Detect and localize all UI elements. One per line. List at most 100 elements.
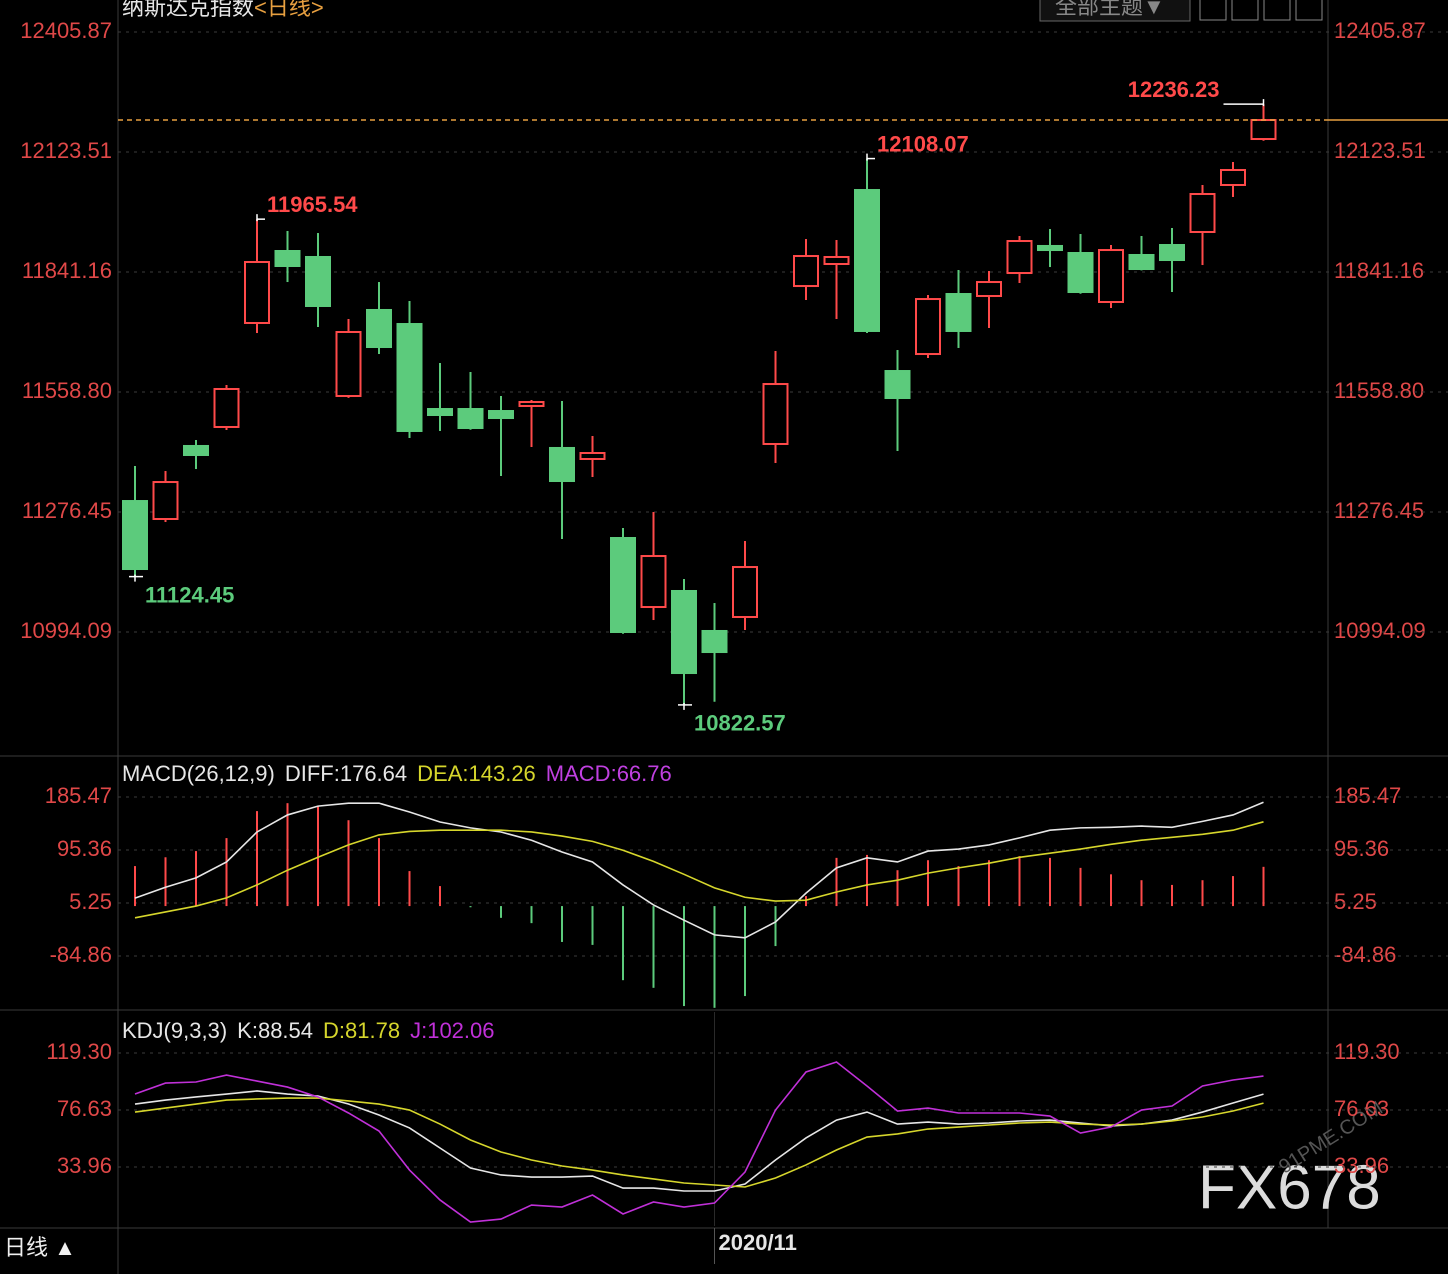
y-tick-label-right: 12123.51 (1334, 138, 1426, 163)
low-label: 11124.45 (145, 582, 234, 607)
candle-body (1189, 193, 1216, 234)
indicator-legend: KDJ(9,3,3) K:88.54 D:81.78 J:102.06 (122, 1018, 495, 1043)
legend-value: 176.64 (340, 761, 407, 786)
candle-body (1159, 244, 1185, 262)
legend-value: 66.76 (617, 761, 672, 786)
candle-body (274, 250, 301, 268)
candle-body (945, 293, 972, 332)
candle-body (1098, 249, 1124, 303)
candle-body (732, 566, 758, 619)
candle-body (122, 500, 148, 571)
y-tick-label: 5.25 (69, 889, 112, 914)
icon[interactable] (1231, 0, 1259, 21)
theme-button-label[interactable]: 全部主题▼ (1055, 0, 1165, 19)
candle-body (915, 298, 941, 356)
candle-body (457, 408, 484, 430)
y-tick-label-right: 119.30 (1334, 1039, 1400, 1064)
candle-body (1128, 253, 1155, 271)
chart-title: 纳斯达克指数<日线> (122, 0, 324, 20)
candle-body (1067, 251, 1094, 294)
icon[interactable] (1295, 0, 1323, 21)
high-label: 11965.54 (267, 192, 358, 217)
candle-body (1220, 168, 1246, 186)
legend-name: D: (323, 1018, 345, 1043)
high-label: 12236.23 (1128, 77, 1220, 102)
candle-body (884, 370, 911, 400)
indicator-line (134, 801, 1264, 939)
legend-name: DEA: (417, 761, 468, 786)
y-tick-label-right: 10994.09 (1334, 618, 1426, 643)
indicator-line (134, 1061, 1264, 1223)
candle-body (640, 555, 667, 609)
legend-value: 143.26 (469, 761, 536, 786)
candle-body (549, 446, 575, 483)
x-tick-label: 2020/11 (719, 1230, 797, 1255)
candle-body (305, 255, 331, 307)
candle-body (854, 189, 880, 332)
legend-value: 81.78 (345, 1018, 400, 1043)
y-tick-label-right: 185.47 (1334, 783, 1401, 808)
candle-body (244, 261, 270, 324)
candle-body (518, 401, 545, 407)
icon[interactable] (1199, 0, 1227, 21)
high-label: 12108.07 (877, 131, 969, 156)
candle-body (976, 281, 1002, 298)
y-tick-label-right: 11841.16 (1334, 258, 1424, 283)
candle-body (762, 383, 789, 445)
candle-body (213, 387, 240, 428)
y-tick-label-right: 95.36 (1334, 836, 1389, 861)
y-tick-label: 11841.16 (22, 258, 112, 283)
y-tick-label: 11558.80 (22, 378, 112, 403)
candle-body (1037, 244, 1063, 252)
candle-body (1250, 119, 1277, 141)
watermark: FX678 (1198, 1153, 1381, 1222)
legend-name: MACD: (546, 761, 617, 786)
candle-body (671, 589, 697, 675)
indicator-line (134, 1090, 1264, 1192)
legend-name: J: (410, 1018, 427, 1043)
theme-button[interactable] (1039, 0, 1191, 22)
candle-body (366, 308, 392, 349)
low-label: 10822.57 (694, 711, 786, 736)
y-tick-label-right: 5.25 (1334, 889, 1377, 914)
candle-body (183, 444, 209, 456)
candle-body (488, 410, 514, 420)
title: 纳斯达克指数 (122, 0, 254, 20)
y-tick-label: 10994.09 (20, 618, 112, 643)
candle-body (701, 629, 728, 654)
legend-value: 102.06 (427, 1018, 494, 1043)
indicator-legend: MACD(26,12,9) DIFF:176.64 DEA:143.26 MACD:6… (122, 761, 672, 786)
candle-body (610, 536, 636, 634)
legend-name: K: (237, 1018, 258, 1043)
y-tick-label: 95.36 (57, 836, 112, 861)
legend-value: 88.54 (258, 1018, 313, 1043)
icon[interactable] (1263, 0, 1291, 21)
y-tick-label-right: 33.96 (1334, 1153, 1389, 1178)
indicator-title: MACD(26,12,9) (122, 761, 275, 786)
y-tick-label-right: -84.86 (1334, 942, 1396, 967)
indicator-title: KDJ(9,3,3) (122, 1018, 227, 1043)
candle-body (152, 481, 179, 521)
toolbar-icons (1199, 0, 1323, 21)
y-tick-label-right: 12405.87 (1334, 18, 1426, 43)
indicator-line (134, 821, 1264, 919)
candle-body (1006, 240, 1033, 275)
y-tick-label: 119.30 (46, 1039, 112, 1064)
indicator-line (134, 1097, 1264, 1188)
period-label[interactable]: 日线 ▲ (4, 1235, 76, 1260)
y-tick-label-right: 11558.80 (1334, 378, 1424, 403)
y-tick-label: -84.86 (50, 942, 112, 967)
candle-body (396, 323, 423, 432)
y-tick-label: 185.47 (45, 783, 112, 808)
candle-body (823, 255, 850, 266)
y-tick-label: 11276.45 (22, 498, 112, 523)
candle-body (335, 331, 362, 398)
y-tick-label: 33.96 (57, 1153, 112, 1178)
y-tick-label: 12405.87 (20, 18, 112, 43)
candle-body (793, 255, 819, 288)
candle-body (579, 452, 606, 460)
y-tick-label: 76.63 (57, 1096, 112, 1121)
y-tick-label-right: 76.63 (1334, 1096, 1389, 1121)
